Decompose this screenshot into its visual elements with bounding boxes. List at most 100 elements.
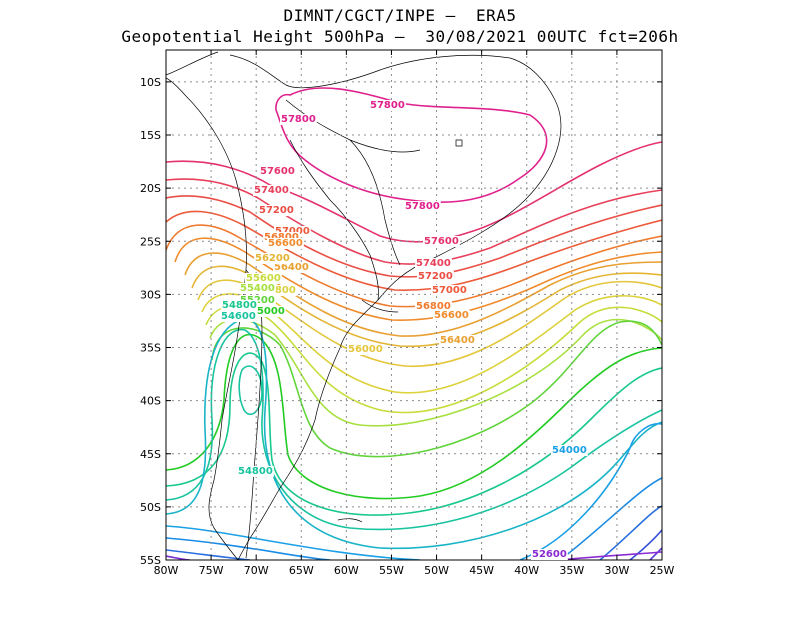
contour-label: 55600 (246, 273, 281, 284)
x-tick-label: 45W (469, 564, 494, 577)
x-tick-label: 30W (604, 564, 629, 577)
contour-label-bg (253, 185, 290, 196)
contour-label: 57600 (260, 166, 295, 177)
contour-label: 56800 (264, 232, 299, 243)
contour-label: 56600 (434, 310, 469, 321)
contour-label-bg (239, 283, 276, 294)
country-border-paraguay (329, 199, 379, 301)
x-tick-label: 25W (650, 564, 675, 577)
lake (455, 139, 463, 147)
contour-label-bg (267, 238, 304, 249)
contour-label-bg (423, 236, 460, 247)
axis-ticks: 80W 75W 70W 65W 60W 55W 50W 45W 40W 35W 30W 25W 10S 1… (140, 50, 675, 577)
contour-label: 54800 (238, 466, 273, 477)
contour-label: 54800 (222, 300, 257, 311)
contour-label-bg (433, 310, 470, 321)
plot-frame (165, 49, 663, 561)
contour-label-bg (220, 311, 257, 322)
contour-label-bg (263, 232, 300, 243)
chart-title-line2: Geopotential Height 500hPa — 30/08/2021 … (121, 27, 679, 46)
x-tick-label: 70W (244, 564, 269, 577)
contour-label-bg (274, 226, 311, 237)
contour-label-bg (415, 301, 452, 312)
contour-label: 52600 (532, 549, 567, 560)
y-tick-label: 25S (140, 235, 161, 248)
contour-54800 (166, 352, 662, 516)
contour-label: 57200 (259, 205, 294, 216)
contour-57600 (166, 141, 662, 243)
contour-label: 56400 (440, 335, 475, 346)
gridlines (166, 50, 662, 560)
contour-label-bg (254, 253, 291, 264)
contour-54600 (166, 328, 662, 531)
contour-56800 (166, 224, 662, 308)
contour-57000 (166, 210, 662, 292)
contour-label-bg (221, 300, 258, 311)
contour-label-bg (415, 258, 452, 269)
contour-label-bg (531, 549, 568, 560)
contour-57200 (166, 195, 662, 278)
contour-56600 (174, 237, 662, 321)
contour-label-bg (237, 466, 274, 477)
x-tick-label: 65W (289, 564, 314, 577)
y-tick-label: 55S (140, 554, 161, 567)
x-tick-label: 60W (334, 564, 359, 577)
contour-label: 56200 (255, 253, 290, 264)
y-tick-label: 45S (140, 448, 161, 461)
x-tick-label: 75W (199, 564, 224, 577)
contour-label-bg (258, 205, 295, 216)
contour-53400 (629, 529, 662, 560)
contour-label: 55800 (261, 285, 296, 296)
contour-56400 (184, 252, 662, 337)
contour-label-bg (260, 285, 297, 296)
contour-label: 57800 (281, 114, 316, 125)
contour-label: 56600 (268, 238, 303, 249)
contour-52600 (559, 551, 662, 560)
contour-53800 (166, 477, 662, 560)
contour-54400 (238, 365, 263, 416)
contour-label-bg (431, 285, 468, 296)
contour-label: 57000 (275, 226, 310, 237)
y-tick-label: 40S (140, 395, 161, 408)
contour-55200 (211, 320, 662, 458)
contour-label: 57600 (424, 236, 459, 247)
contour-label-bg (249, 306, 286, 317)
y-tick-label: 50S (140, 501, 161, 514)
contour-57400 (166, 178, 662, 265)
contour-55000 (166, 333, 662, 500)
contour-label-bg (259, 166, 296, 177)
contour-label: 56000 (348, 344, 383, 355)
contour-53600 (166, 505, 662, 560)
contour-label: 57200 (418, 271, 453, 282)
contour-label: 54600 (221, 311, 256, 322)
chart-title-line1: DIMNT/CGCT/INPE — ERA5 (283, 6, 517, 25)
contour-54000 (166, 423, 662, 560)
contour-label-bg (369, 100, 406, 111)
contour-label: 55000 (250, 306, 285, 317)
contour-label-bg (347, 344, 384, 355)
contour-lines (166, 87, 662, 560)
contour-52800 (166, 555, 191, 560)
contour-label: 57800 (405, 201, 440, 212)
x-tick-label: 55W (379, 564, 404, 577)
contour-label-bg (273, 262, 310, 273)
y-tick-label: 30S (140, 288, 161, 301)
contour-label-bg (404, 201, 441, 212)
contour-54200 (166, 318, 662, 550)
y-tick-label: 20S (140, 182, 161, 195)
country-border-bolivia (289, 139, 331, 201)
contour-53000 (649, 547, 662, 560)
contour-label: 57400 (416, 258, 451, 269)
contour-label: 57800 (370, 100, 405, 111)
contour-label: 57000 (432, 285, 467, 296)
y-tick-label: 15S (140, 129, 161, 142)
contour-label-layer: 57800 57800 57800 57600 57600 57400 5740… (220, 100, 588, 560)
contour-label-bg (439, 335, 476, 346)
contour-label: 56800 (416, 301, 451, 312)
contour-label-bg (280, 114, 317, 125)
falklands (337, 518, 363, 523)
contour-57800 (275, 87, 548, 203)
x-tick-label: 35W (559, 564, 584, 577)
contour-label-bg (417, 271, 454, 282)
